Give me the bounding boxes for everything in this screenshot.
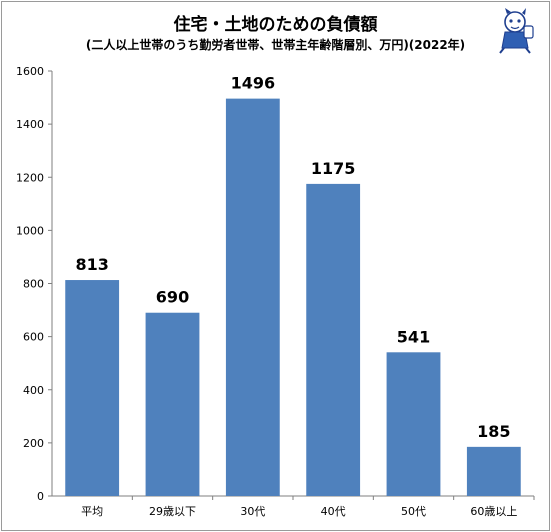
mascot-character-icon: [499, 8, 534, 54]
y-tick-label: 600: [23, 331, 44, 344]
data-label: 185: [477, 422, 510, 441]
chart-axes: 0 200 400 600 800 1000 1200 1400 1600: [16, 65, 535, 503]
chart-subtitle: (二人以上世帯のうち勤労者世帯、世帯主年齢階層別、万円)(2022年): [85, 38, 466, 52]
data-label: 690: [156, 288, 189, 307]
bar: [306, 183, 361, 496]
bar: [225, 98, 280, 496]
chart-bars: [65, 98, 521, 496]
y-tick-label: 1400: [16, 118, 44, 131]
data-label: 541: [397, 327, 430, 346]
y-tick-label: 200: [23, 437, 44, 450]
data-label: 1175: [311, 159, 356, 178]
y-tick-label: 0: [37, 490, 44, 503]
x-tick-label: 60歳以上: [470, 505, 517, 518]
chart-labels: 813 平均 690 29歳以下 1496 30代 1175 40代 541 50代 185 60歳以…: [75, 74, 517, 518]
y-tick-label: 1000: [16, 224, 44, 237]
chart-title: 住宅・土地のための負債額: [173, 15, 378, 35]
y-tick-label: 1200: [16, 171, 44, 184]
x-tick-label: 29歳以下: [149, 505, 196, 518]
x-tick-label: 30代: [240, 505, 265, 518]
data-label: 813: [75, 255, 108, 274]
x-tick-label: 平均: [81, 505, 103, 518]
bar: [386, 352, 441, 496]
x-tick-label: 40代: [321, 505, 346, 518]
x-tick-label: 50代: [401, 505, 426, 518]
bar: [145, 312, 200, 496]
bar: [65, 280, 120, 496]
data-label: 1496: [231, 74, 276, 93]
y-tick-label: 1600: [16, 65, 44, 78]
bar: [466, 446, 521, 496]
y-tick-label: 800: [23, 278, 44, 291]
y-tick-label: 400: [23, 384, 44, 397]
